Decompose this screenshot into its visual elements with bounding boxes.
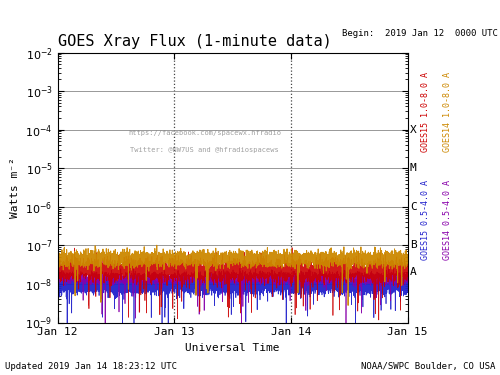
Text: GOES Xray Flux (1-minute data): GOES Xray Flux (1-minute data) (58, 34, 331, 49)
X-axis label: Universal Time: Universal Time (185, 343, 280, 353)
Text: GOES15 0.5-4.0 A: GOES15 0.5-4.0 A (420, 180, 430, 260)
Text: GOES14 0.5-4.0 A: GOES14 0.5-4.0 A (443, 180, 452, 260)
Text: Twitter: @NW7US and @hfradiospacews: Twitter: @NW7US and @hfradiospacews (130, 147, 279, 153)
Y-axis label: Watts m⁻²: Watts m⁻² (10, 157, 20, 218)
Text: GOES15 1.0-8.0 A: GOES15 1.0-8.0 A (420, 72, 430, 152)
Text: Updated 2019 Jan 14 18:23:12 UTC: Updated 2019 Jan 14 18:23:12 UTC (5, 362, 177, 371)
Text: B: B (410, 240, 417, 250)
Text: C: C (410, 202, 417, 212)
Text: GOES14 1.0-8.0 A: GOES14 1.0-8.0 A (443, 72, 452, 152)
Text: X: X (410, 124, 417, 135)
Text: A: A (410, 267, 417, 278)
Text: https://facebook.com/spacewx.hfradio: https://facebook.com/spacewx.hfradio (128, 130, 281, 136)
Text: NOAA/SWPC Boulder, CO USA: NOAA/SWPC Boulder, CO USA (360, 362, 495, 371)
Text: M: M (410, 163, 417, 173)
Text: Begin:  2019 Jan 12  0000 UTC: Begin: 2019 Jan 12 0000 UTC (342, 28, 498, 38)
